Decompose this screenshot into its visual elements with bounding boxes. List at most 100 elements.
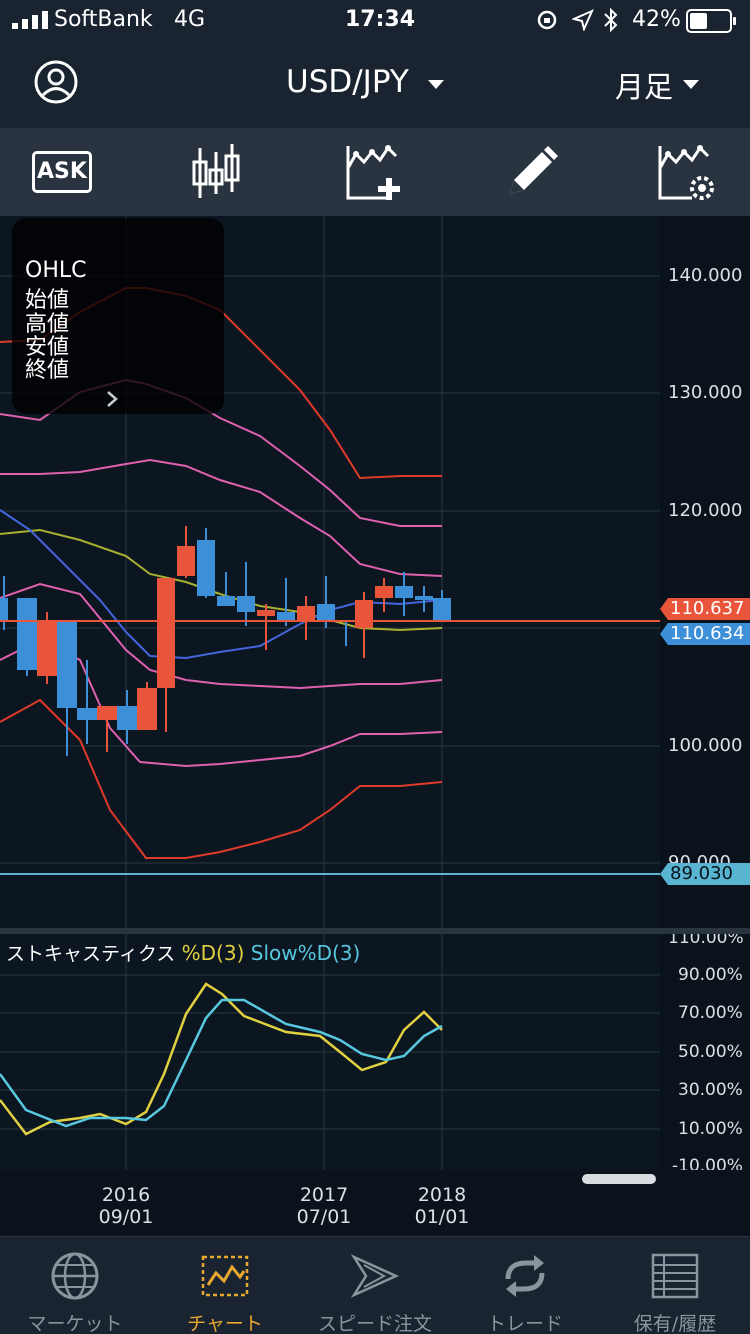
- bottom-tab-bar: マーケット チャート スピード注文 トレード: [0, 1236, 750, 1334]
- close-label: 終値: [25, 358, 70, 383]
- price-tick: 90.000: [668, 852, 731, 864]
- time-year: 2017: [299, 1184, 349, 1206]
- candle-body: [395, 586, 413, 598]
- line-price: 89.030: [670, 863, 733, 884]
- candle-body: [177, 546, 195, 576]
- tab-label: スピード注文: [317, 1313, 432, 1334]
- pair-selector[interactable]: USD/JPY: [286, 64, 444, 104]
- chevron-right-icon[interactable]: [106, 390, 118, 408]
- scroll-indicator[interactable]: [582, 1174, 656, 1184]
- battery-percent: 42%: [632, 7, 681, 32]
- ask-price: 110.634: [670, 623, 745, 644]
- price-tick: 120.000: [668, 500, 743, 521]
- candle-body: [415, 596, 433, 600]
- candle-body: [375, 586, 393, 598]
- battery-icon: [686, 9, 736, 33]
- ohlc-title: OHLC: [25, 258, 87, 283]
- ask-button[interactable]: ASK: [32, 151, 92, 193]
- candlestick-icon[interactable]: [186, 140, 250, 204]
- stoch-slow-line: [0, 998, 443, 1128]
- nav-header: USD/JPY 月足: [0, 40, 750, 128]
- price-tick: 130.000: [668, 382, 743, 403]
- stoch-tick: 30.00%: [678, 1080, 743, 1100]
- candle-body: [317, 604, 335, 620]
- stochastic-legend: ストキャスティクス %D(3) Slow%D(3): [6, 939, 360, 966]
- tab-chart[interactable]: チャート: [150, 1237, 300, 1334]
- candle-body: [297, 606, 315, 620]
- time-axis: 2016 09/01 2017 07/01 2018 01/01: [0, 1184, 660, 1234]
- tab-market[interactable]: マーケット: [0, 1237, 150, 1334]
- caret-down-icon: [683, 80, 699, 89]
- carrier-name: SoftBank: [54, 7, 153, 32]
- candles-group: [0, 526, 451, 756]
- candle-body: [277, 612, 295, 620]
- pair-label: USD/JPY: [286, 64, 409, 100]
- candle-body: [37, 620, 57, 676]
- time-date: 09/01: [98, 1206, 154, 1228]
- bollinger-lower-0: [0, 582, 443, 690]
- ask-label: ASK: [37, 159, 87, 184]
- time-tick: 2018 01/01: [402, 1184, 482, 1228]
- bluetooth-icon: [604, 7, 618, 33]
- stoch-d-label: %D(3): [181, 941, 245, 965]
- candle-body: [77, 708, 97, 720]
- stoch-slow-label: Slow%D(3): [250, 941, 361, 965]
- time-tick: 2016 09/01: [86, 1184, 166, 1228]
- clock: 17:34: [345, 7, 416, 32]
- stoch-tick: 90.00%: [678, 965, 743, 985]
- time-date: 07/01: [296, 1206, 352, 1228]
- time-year: 2016: [101, 1184, 151, 1206]
- chart-icon: [201, 1255, 249, 1297]
- candle-body: [137, 688, 157, 730]
- candle-body: [355, 600, 373, 628]
- tab-label: 保有/履歴: [633, 1313, 717, 1334]
- timeframe-selector[interactable]: 月足: [615, 64, 699, 104]
- line-price-badge: 89.030: [660, 863, 750, 885]
- location-icon: [572, 9, 594, 31]
- stoch-tick: 110.00%: [668, 934, 744, 948]
- tab-label: チャート: [187, 1313, 263, 1334]
- add-indicator-icon[interactable]: [342, 140, 406, 204]
- signal-icon: [12, 11, 48, 29]
- candle-body: [57, 622, 77, 708]
- stoch-tick: 10.00%: [678, 1119, 743, 1139]
- timeframe-label: 月足: [615, 70, 674, 104]
- candle-body: [0, 598, 8, 622]
- bid-price: 110.637: [670, 598, 745, 619]
- rotation-lock-icon: [537, 10, 557, 30]
- stoch-tick: 50.00%: [678, 1042, 743, 1062]
- tab-trade[interactable]: トレード: [450, 1237, 600, 1334]
- open-label: 始値: [25, 288, 70, 313]
- stochastic-name: ストキャスティクス: [6, 943, 176, 965]
- stoch-d-line: [0, 982, 443, 1136]
- ask-price-badge: 110.634: [660, 623, 750, 645]
- high-label: 高値: [25, 312, 70, 337]
- chart-toolbar: ASK: [0, 128, 750, 216]
- time-date: 01/01: [414, 1206, 470, 1228]
- ohlc-panel[interactable]: OHLC 始値 高値 安値 終値: [12, 218, 224, 414]
- stoch-tick: -10.00%: [672, 1156, 743, 1170]
- tab-positions-history[interactable]: 保有/履歴: [600, 1237, 750, 1334]
- candle-body: [217, 596, 235, 606]
- candle-body: [97, 706, 117, 720]
- tab-speed-order[interactable]: スピード注文: [300, 1237, 450, 1334]
- price-tick: 140.000: [668, 265, 743, 286]
- stoch-tick: 70.00%: [678, 1003, 743, 1023]
- candle-body: [157, 578, 175, 688]
- candle-body: [197, 540, 215, 596]
- time-tick: 2017 07/01: [284, 1184, 364, 1228]
- indicator-settings-icon[interactable]: [654, 140, 718, 204]
- bollinger-lower-1: [0, 638, 443, 768]
- user-circle-icon[interactable]: [34, 60, 78, 104]
- speed-order-icon: [350, 1254, 400, 1298]
- status-bar: SoftBank 4G 17:34 42%: [0, 0, 750, 40]
- time-year: 2018: [417, 1184, 467, 1206]
- globe-icon: [51, 1252, 99, 1300]
- candle-body: [237, 596, 255, 612]
- pencil-icon[interactable]: [500, 140, 564, 204]
- list-history-icon: [651, 1253, 699, 1299]
- price-axis: 140.000 130.000 120.000 100.000 90.000 1…: [660, 216, 750, 928]
- bid-price-badge: 110.637: [660, 598, 750, 620]
- candle-body: [117, 706, 137, 730]
